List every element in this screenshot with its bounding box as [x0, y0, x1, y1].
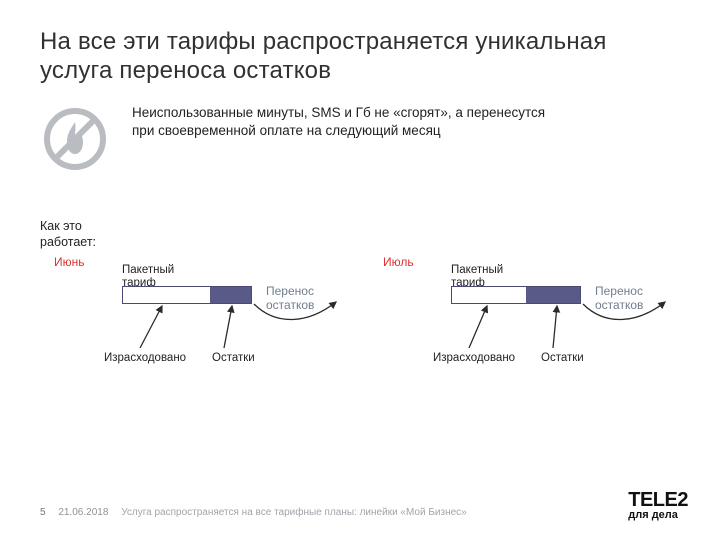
remain-caption: Остатки [541, 352, 584, 366]
slide: На все эти тарифы распространяется уника… [0, 0, 720, 540]
arrows-icon [369, 256, 684, 396]
transfer-label: Перенос остатков [266, 284, 346, 313]
quota-bar [122, 286, 252, 304]
arrows-icon [40, 256, 355, 396]
month-block: Июнь Пакетный тариф Перенос остатков [40, 256, 351, 396]
quota-remaining-fill [526, 287, 580, 303]
intro-row: Неиспользованные минуты, SMS и Гб не «сг… [40, 104, 680, 174]
no-burn-icon [40, 104, 110, 174]
spent-caption: Израсходовано [433, 352, 515, 366]
how-it-works-label: Как это работает: [40, 218, 130, 251]
quota-bar [451, 286, 581, 304]
slide-title: На все эти тарифы распространяется уника… [40, 28, 680, 86]
month-label: Июль [383, 256, 414, 269]
month-block: Июль Пакетный тариф Перенос остатков Изр… [369, 256, 680, 396]
logo-sub: для дела [628, 511, 688, 520]
intro-text: Неиспользованные минуты, SMS и Гб не «сг… [132, 104, 552, 142]
page-number: 5 [40, 507, 46, 518]
logo-brand: TELE2 [628, 492, 688, 509]
brand-logo: TELE2 для дела [628, 492, 688, 520]
remain-caption: Остатки [212, 352, 255, 366]
footer-note: Услуга распространяется на все тарифные … [121, 507, 467, 518]
transfer-label: Перенос остатков [595, 284, 675, 313]
quota-remaining-fill [210, 287, 251, 303]
spent-caption: Израсходовано [104, 352, 186, 366]
month-label: Июнь [54, 256, 85, 269]
footer-date: 21.06.2018 [58, 507, 108, 518]
footer: 5 21.06.2018 Услуга распространяется на … [40, 507, 467, 518]
months-row: Июнь Пакетный тариф Перенос остатков [40, 256, 680, 396]
